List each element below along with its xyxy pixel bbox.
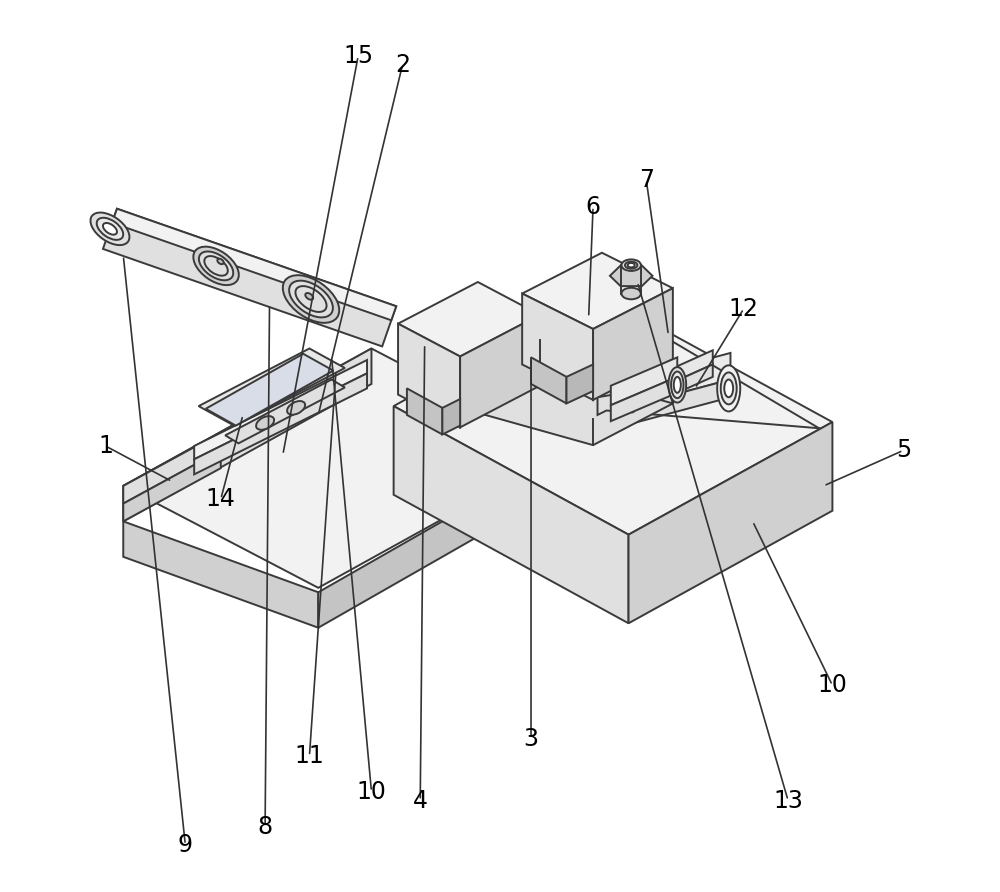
Polygon shape — [629, 422, 832, 624]
Polygon shape — [318, 450, 566, 628]
Text: 6: 6 — [586, 194, 601, 219]
Polygon shape — [598, 379, 730, 433]
Polygon shape — [460, 340, 673, 418]
Text: 11: 11 — [295, 744, 324, 768]
Ellipse shape — [621, 260, 641, 271]
Ellipse shape — [305, 293, 313, 300]
Text: 14: 14 — [206, 487, 236, 511]
Polygon shape — [123, 433, 221, 504]
Polygon shape — [194, 374, 367, 475]
Ellipse shape — [724, 379, 733, 397]
Ellipse shape — [287, 401, 305, 415]
Polygon shape — [531, 358, 566, 403]
Polygon shape — [522, 293, 593, 400]
Text: 2: 2 — [395, 53, 410, 77]
Ellipse shape — [717, 366, 740, 411]
Polygon shape — [460, 367, 673, 445]
Text: 3: 3 — [524, 726, 539, 750]
Ellipse shape — [97, 218, 123, 240]
Polygon shape — [123, 349, 566, 588]
Text: 13: 13 — [773, 789, 803, 813]
Polygon shape — [123, 521, 318, 628]
Polygon shape — [610, 266, 652, 286]
Polygon shape — [103, 209, 396, 346]
Polygon shape — [460, 315, 540, 427]
Text: 10: 10 — [817, 673, 847, 698]
Ellipse shape — [628, 263, 635, 268]
Polygon shape — [112, 209, 396, 320]
Ellipse shape — [289, 281, 333, 318]
Text: 8: 8 — [258, 815, 273, 839]
Polygon shape — [598, 353, 730, 415]
Polygon shape — [199, 349, 345, 425]
Ellipse shape — [204, 256, 228, 276]
Ellipse shape — [295, 286, 327, 312]
Text: 1: 1 — [98, 434, 113, 458]
Polygon shape — [123, 450, 221, 521]
Text: 5: 5 — [896, 439, 911, 462]
Ellipse shape — [90, 212, 129, 245]
Text: 4: 4 — [413, 789, 428, 813]
Ellipse shape — [625, 261, 637, 268]
Polygon shape — [611, 358, 677, 405]
Ellipse shape — [103, 223, 117, 235]
Ellipse shape — [721, 373, 737, 404]
Ellipse shape — [199, 252, 233, 280]
Ellipse shape — [256, 416, 274, 430]
Ellipse shape — [621, 288, 641, 300]
Polygon shape — [566, 365, 593, 403]
Ellipse shape — [674, 376, 681, 392]
Polygon shape — [398, 324, 460, 427]
Polygon shape — [398, 282, 540, 357]
Ellipse shape — [283, 276, 339, 323]
Ellipse shape — [671, 372, 683, 398]
Polygon shape — [206, 354, 333, 425]
Polygon shape — [593, 288, 673, 400]
Text: 10: 10 — [357, 780, 386, 804]
Ellipse shape — [193, 247, 239, 285]
Text: 15: 15 — [343, 44, 373, 68]
Polygon shape — [407, 388, 442, 434]
Polygon shape — [611, 376, 677, 421]
Text: 12: 12 — [729, 297, 759, 320]
Polygon shape — [225, 379, 345, 443]
Ellipse shape — [217, 259, 224, 264]
Polygon shape — [394, 293, 832, 534]
Text: 7: 7 — [639, 168, 654, 192]
Ellipse shape — [668, 368, 686, 402]
Polygon shape — [123, 349, 371, 521]
Polygon shape — [194, 360, 367, 459]
Polygon shape — [677, 365, 713, 392]
Polygon shape — [394, 406, 629, 624]
Polygon shape — [442, 399, 460, 434]
Polygon shape — [677, 351, 713, 380]
Polygon shape — [598, 392, 642, 415]
Text: 9: 9 — [178, 833, 193, 857]
Polygon shape — [522, 252, 673, 329]
